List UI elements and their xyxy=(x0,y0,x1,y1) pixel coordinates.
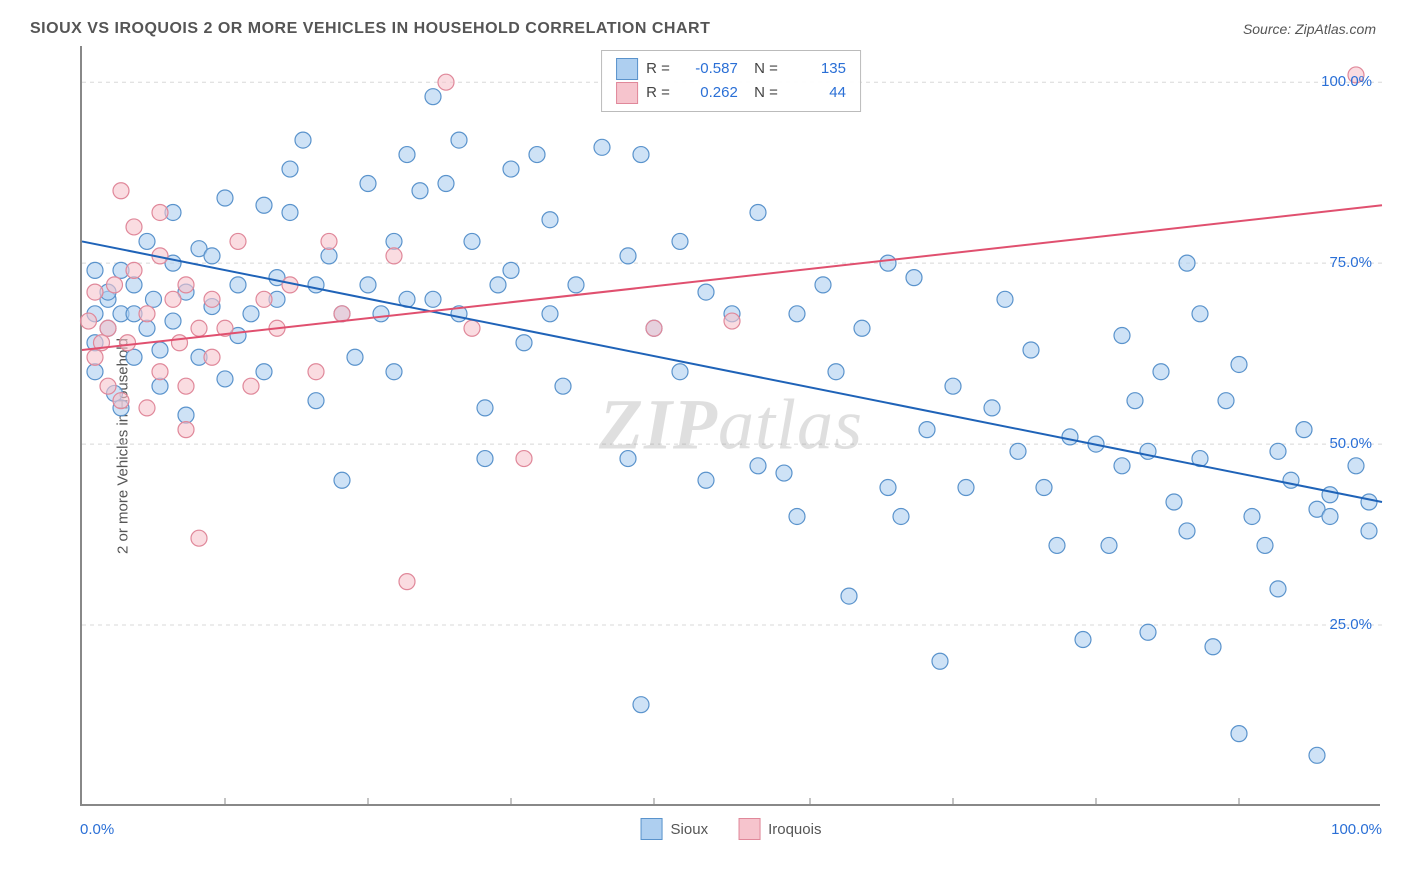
n-label: N = xyxy=(746,81,778,105)
r-value-iroquois: 0.262 xyxy=(678,81,738,105)
swatch-sioux-bottom xyxy=(641,818,663,840)
x-tick-max: 100.0% xyxy=(1331,821,1382,838)
legend-label-iroquois: Iroquois xyxy=(768,821,821,838)
y-tick-label: 100.0% xyxy=(1321,73,1372,90)
y-tick-label: 75.0% xyxy=(1329,254,1372,271)
scatter-svg xyxy=(82,46,1382,806)
x-tick-min: 0.0% xyxy=(80,821,114,838)
r-value-sioux: -0.587 xyxy=(678,57,738,81)
chart-plot-area: ZIPatlas R = -0.587 N = 135 R = 0.262 N … xyxy=(80,46,1380,806)
stats-row-iroquois: R = 0.262 N = 44 xyxy=(616,81,846,105)
source-label: Source: ZipAtlas.com xyxy=(1243,21,1376,37)
r-label: R = xyxy=(646,57,670,81)
y-tick-label: 25.0% xyxy=(1329,616,1372,633)
legend-label-sioux: Sioux xyxy=(671,821,709,838)
stats-row-sioux: R = -0.587 N = 135 xyxy=(616,57,846,81)
swatch-iroquois xyxy=(616,82,638,104)
stats-legend: R = -0.587 N = 135 R = 0.262 N = 44 xyxy=(601,50,861,112)
n-value-iroquois: 44 xyxy=(786,81,846,105)
swatch-sioux xyxy=(616,58,638,80)
chart-container: SIOUX VS IROQUOIS 2 OR MORE VEHICLES IN … xyxy=(0,0,1406,892)
y-tick-label: 50.0% xyxy=(1329,435,1372,452)
legend-item-iroquois: Iroquois xyxy=(738,818,821,840)
n-value-sioux: 135 xyxy=(786,57,846,81)
chart-title: SIOUX VS IROQUOIS 2 OR MORE VEHICLES IN … xyxy=(30,20,710,38)
header-row: SIOUX VS IROQUOIS 2 OR MORE VEHICLES IN … xyxy=(30,20,1376,38)
swatch-iroquois-bottom xyxy=(738,818,760,840)
legend-item-sioux: Sioux xyxy=(641,818,709,840)
bottom-legend: Sioux Iroquois xyxy=(641,818,822,840)
n-label: N = xyxy=(746,57,778,81)
r-label: R = xyxy=(646,81,670,105)
